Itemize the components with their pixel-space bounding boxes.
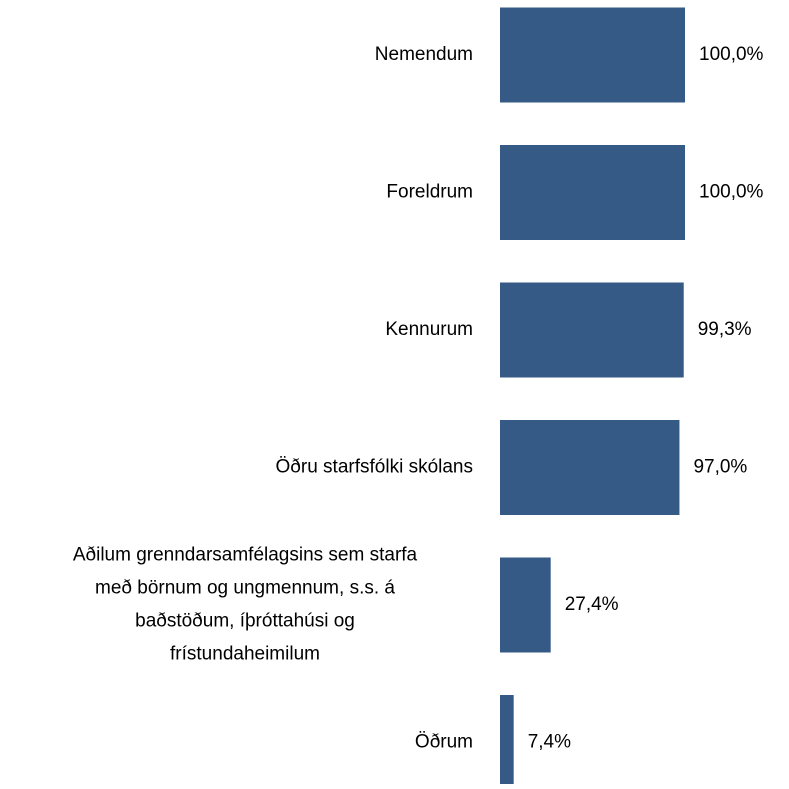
bar <box>500 7 685 103</box>
value-label: 100,0% <box>699 182 764 203</box>
category-label: Nemendum <box>375 44 473 65</box>
category-label: Foreldrum <box>386 182 473 203</box>
category-label-line: Aðilum grenndarsamfélagsins sem starfa <box>73 545 418 566</box>
bar <box>500 420 680 515</box>
bar <box>500 145 685 240</box>
category-label: Aðilum grenndarsamfélagsins sem starfa me… <box>73 545 418 665</box>
category-label-line: frístundaheimilum <box>170 644 320 665</box>
bar <box>500 282 684 378</box>
category-label: Öðru starfsfólki skólans <box>276 457 473 478</box>
bar <box>500 557 551 653</box>
value-label: 100,0% <box>699 44 764 65</box>
value-label: 99,3% <box>698 319 752 340</box>
category-label-line: baðstöðum, íþróttahúsi og <box>135 611 355 632</box>
category-label: Kennurum <box>385 319 473 340</box>
category-label: Öðrum <box>415 732 473 753</box>
value-label: 97,0% <box>693 457 747 478</box>
category-label-line: með börnum og ungmennum, s.s. á <box>95 578 395 599</box>
value-label: 27,4% <box>565 594 619 615</box>
bar <box>500 695 514 789</box>
value-label: 7,4% <box>528 732 571 753</box>
